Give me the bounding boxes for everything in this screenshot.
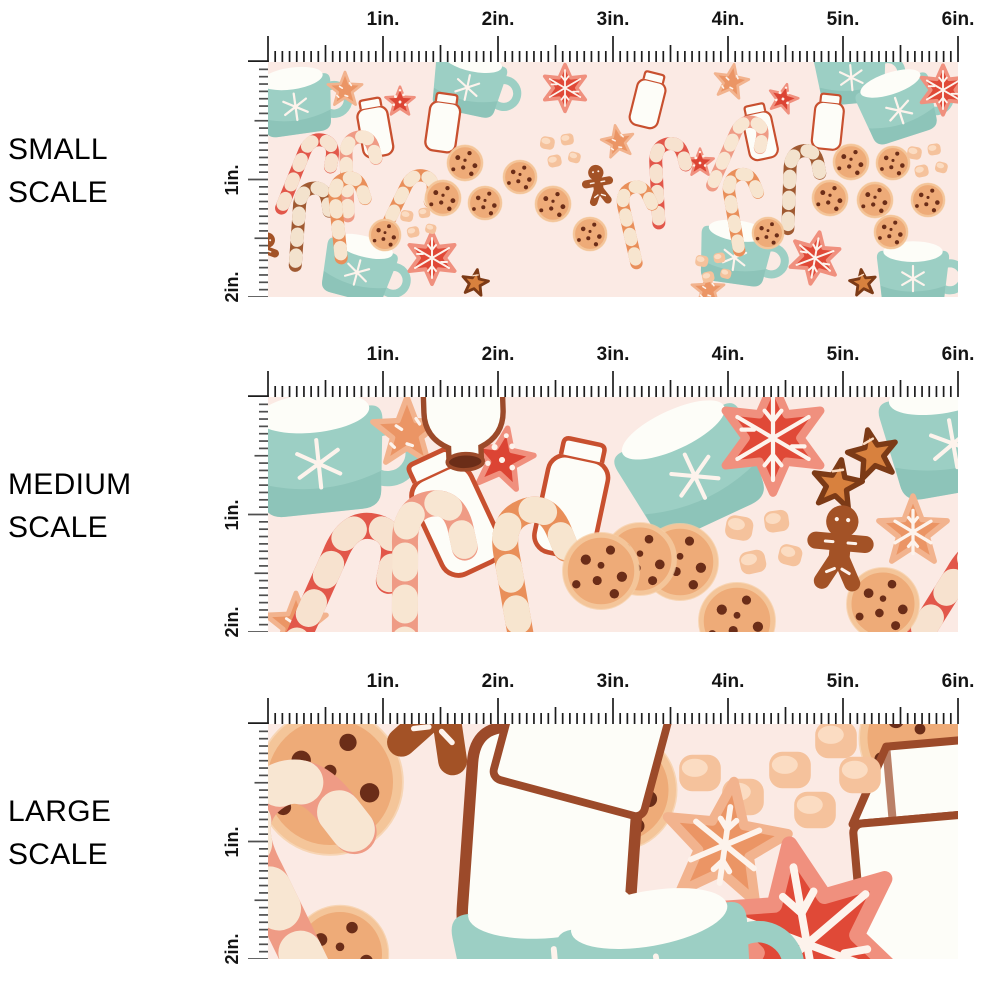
vertical-ruler-label-2in: 2in. — [222, 933, 242, 965]
ruler-label-5in: 5in. — [826, 344, 860, 365]
ruler-label-1in: 1in. — [366, 344, 400, 365]
vertical-ruler — [248, 730, 268, 959]
horizontal-ruler-labels: 1in. 2in. 3in. 4in. 5in. 6in. — [268, 9, 975, 33]
ruler-label-6in: 6in. — [941, 344, 975, 365]
scale-label-line: LARGE — [8, 795, 112, 828]
scale-label-line: SCALE — [8, 511, 108, 544]
ruler-label-2in: 2in. — [481, 9, 515, 30]
vertical-ruler-label-2in: 2in. — [222, 271, 242, 303]
scale-label-large: LARGE SCALE — [8, 790, 111, 876]
ruler-label-3in: 3in. — [596, 344, 630, 365]
vertical-ruler-label-1in: 1in. — [222, 826, 242, 858]
ruler-label-1in: 1in. — [366, 671, 400, 692]
ruler-label-6in: 6in. — [941, 9, 975, 30]
ruler-label-2in: 2in. — [481, 671, 515, 692]
ruler-label-6in: 6in. — [941, 671, 975, 692]
vertical-ruler — [248, 403, 268, 632]
scale-label-line: SCALE — [8, 176, 108, 209]
fabric-swatch-small-scale — [268, 62, 958, 297]
horizontal-ruler — [248, 698, 959, 724]
horizontal-ruler-labels: 1in. 2in. 3in. 4in. 5in. 6in. — [268, 671, 975, 695]
horizontal-ruler — [248, 371, 959, 397]
vertical-ruler-label-1in: 1in. — [222, 164, 242, 196]
ruler-label-4in: 4in. — [711, 671, 745, 692]
ruler-label-5in: 5in. — [826, 9, 860, 30]
ruler-label-3in: 3in. — [596, 671, 630, 692]
ruler-label-5in: 5in. — [826, 671, 860, 692]
horizontal-ruler — [248, 36, 959, 62]
scale-label-medium: MEDIUM SCALE — [8, 463, 131, 549]
scale-label-line: SMALL — [8, 133, 108, 166]
ruler-label-4in: 4in. — [711, 9, 745, 30]
fabric-swatch-medium-scale — [268, 397, 958, 632]
fabric-swatch-large-scale — [268, 724, 958, 959]
scale-label-small: SMALL SCALE — [8, 128, 108, 214]
ruler-label-4in: 4in. — [711, 344, 745, 365]
ruler-label-1in: 1in. — [366, 9, 400, 30]
vertical-ruler — [248, 68, 268, 297]
horizontal-ruler-labels: 1in. 2in. 3in. 4in. 5in. 6in. — [268, 344, 975, 368]
scale-label-line: MEDIUM — [8, 468, 132, 501]
scale-label-line: SCALE — [8, 838, 108, 871]
ruler-label-3in: 3in. — [596, 9, 630, 30]
ruler-label-2in: 2in. — [481, 344, 515, 365]
vertical-ruler-label-2in: 2in. — [222, 606, 242, 638]
vertical-ruler-label-1in: 1in. — [222, 499, 242, 531]
